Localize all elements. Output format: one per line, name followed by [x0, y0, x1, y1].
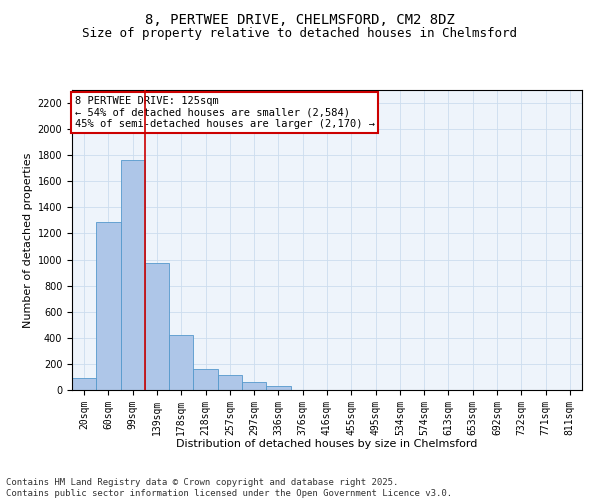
Text: 8, PERTWEE DRIVE, CHELMSFORD, CM2 8DZ: 8, PERTWEE DRIVE, CHELMSFORD, CM2 8DZ — [145, 12, 455, 26]
Bar — [96, 222, 121, 390]
Bar — [169, 335, 193, 390]
Text: Size of property relative to detached houses in Chelmsford: Size of property relative to detached ho… — [83, 28, 517, 40]
Bar — [242, 382, 266, 390]
X-axis label: Distribution of detached houses by size in Chelmsford: Distribution of detached houses by size … — [176, 439, 478, 449]
Bar — [121, 160, 145, 390]
Bar — [266, 386, 290, 390]
Bar — [72, 378, 96, 390]
Text: Contains HM Land Registry data © Crown copyright and database right 2025.
Contai: Contains HM Land Registry data © Crown c… — [6, 478, 452, 498]
Bar — [145, 264, 169, 390]
Y-axis label: Number of detached properties: Number of detached properties — [23, 152, 34, 328]
Bar — [193, 369, 218, 390]
Bar — [218, 375, 242, 390]
Text: 8 PERTWEE DRIVE: 125sqm
← 54% of detached houses are smaller (2,584)
45% of semi: 8 PERTWEE DRIVE: 125sqm ← 54% of detache… — [74, 96, 374, 129]
